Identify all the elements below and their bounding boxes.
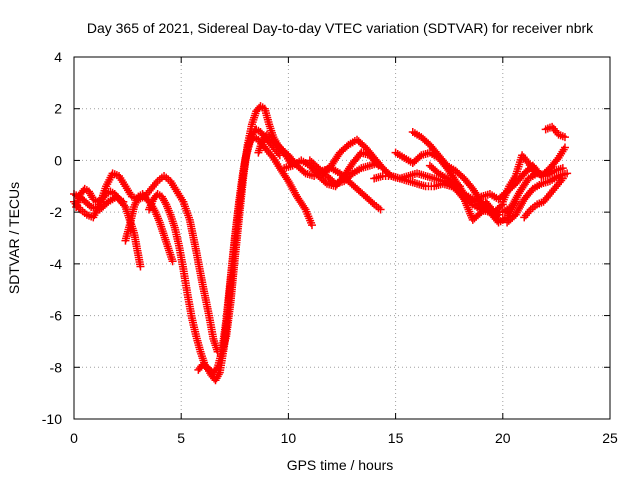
series-track-19 [520, 174, 567, 222]
series-track-17 [503, 169, 572, 227]
data-point [275, 151, 284, 160]
y-tick-label: -4 [50, 256, 63, 272]
y-tick-label: 0 [54, 152, 62, 168]
data-point [374, 159, 383, 168]
chart-title: Day 365 of 2021, Sidereal Day-to-day VTE… [87, 20, 594, 36]
y-tick-label: -6 [50, 308, 63, 324]
y-axis-label: SDTVAR / TECUs [6, 182, 22, 294]
data-point [494, 215, 503, 224]
data-point [497, 201, 506, 210]
data-point [119, 197, 128, 206]
data-layer [70, 102, 572, 385]
data-point [307, 221, 316, 230]
data-point [168, 257, 177, 266]
data-point [530, 169, 539, 178]
x-tick-label: 15 [388, 430, 404, 446]
data-point [376, 205, 385, 214]
series-track-20 [541, 122, 569, 142]
x-axis-label: GPS time / hours [287, 457, 394, 473]
data-point [560, 143, 569, 152]
x-tick-label: 10 [281, 430, 297, 446]
data-point [560, 133, 569, 142]
tick-layer: 0 5 10 15 20 25 -10 -8 -6 -4 -2 0 2 4 [42, 49, 618, 446]
series-track-4 [194, 133, 316, 385]
plot-frame [73, 56, 611, 420]
y-tick-label: -8 [50, 359, 63, 375]
series-track-5 [121, 190, 177, 266]
y-tick-label: 2 [54, 101, 62, 117]
series-track-16 [477, 143, 569, 204]
data-point [488, 206, 497, 215]
grid-layer [74, 57, 610, 419]
data-point [563, 169, 572, 178]
data-point [558, 174, 567, 183]
series-track-10 [305, 156, 383, 188]
series-track-18 [498, 151, 539, 206]
x-tick-label: 0 [70, 430, 78, 446]
x-tick-label: 20 [495, 430, 511, 446]
x-tick-label: 25 [602, 430, 618, 446]
y-tick-label: 4 [54, 49, 62, 65]
y-tick-label: -2 [50, 204, 63, 220]
y-tick-label: -10 [42, 411, 62, 427]
data-point [300, 203, 309, 212]
series-track-6 [72, 184, 128, 211]
x-tick-label: 5 [177, 430, 185, 446]
data-point [136, 262, 145, 271]
